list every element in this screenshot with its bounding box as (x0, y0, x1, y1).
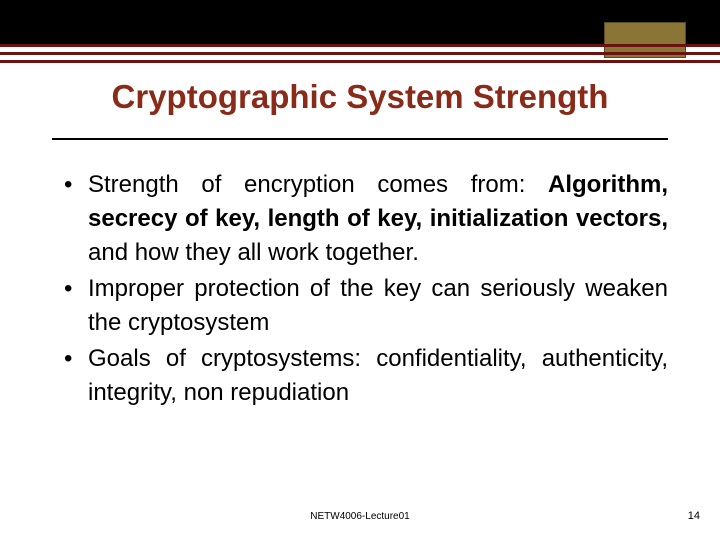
bullet-marker: • (64, 342, 88, 410)
bullet-text: Goals of cryptosystems: confidentiality,… (88, 342, 668, 410)
slide-number: 14 (688, 510, 700, 522)
decor-stripe-3 (0, 60, 720, 63)
footer-center: NETW4006-Lecture01 (0, 511, 720, 522)
slide-title: Cryptographic System Strength (30, 78, 690, 116)
bullet-item: • Goals of cryptosystems: confidentialit… (64, 342, 668, 410)
bullet-item: • Strength of encryption comes from: Alg… (64, 168, 668, 270)
content-area: • Strength of encryption comes from: Alg… (64, 168, 668, 412)
decor-stripe-2 (0, 52, 720, 55)
bullet-marker: • (64, 272, 88, 340)
top-bar (0, 0, 720, 44)
bullet-marker: • (64, 168, 88, 270)
bullet-text: Improper protection of the key can serio… (88, 272, 668, 340)
bullet-text: Strength of encryption comes from: Algor… (88, 168, 668, 270)
title-container: Cryptographic System Strength (0, 78, 720, 116)
title-underline (52, 138, 668, 140)
bullet-item: • Improper protection of the key can ser… (64, 272, 668, 340)
decor-stripe-1 (0, 44, 720, 47)
